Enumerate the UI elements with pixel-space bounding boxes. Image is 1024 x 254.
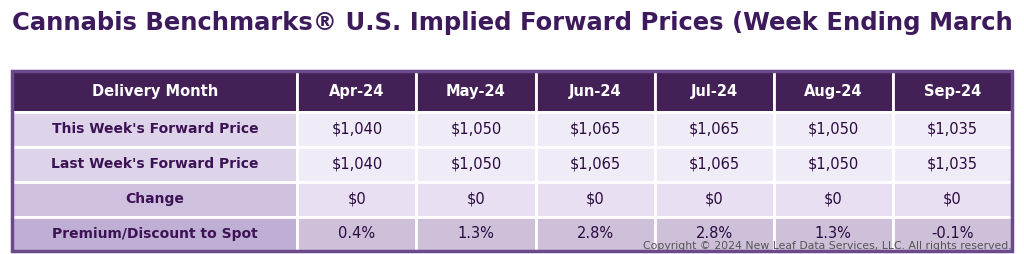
Text: $0: $0	[467, 192, 485, 207]
Text: $0: $0	[823, 192, 843, 207]
Bar	[536, 216, 654, 251]
Bar	[773, 147, 893, 182]
Text: Cannabis Benchmarks® U.S. Implied Forward Prices (Week Ending March 15, 2024): Cannabis Benchmarks® U.S. Implied Forwar…	[12, 11, 1024, 35]
Bar	[12, 216, 297, 251]
Bar	[654, 112, 773, 147]
Text: $1,035: $1,035	[927, 122, 978, 137]
Bar	[417, 71, 536, 112]
Text: $1,050: $1,050	[451, 157, 502, 172]
Bar	[12, 147, 297, 182]
Bar	[297, 182, 417, 216]
Bar	[536, 147, 654, 182]
Bar	[297, 112, 417, 147]
Bar	[654, 147, 773, 182]
Bar	[773, 112, 893, 147]
Text: Delivery Month: Delivery Month	[92, 84, 218, 99]
Text: This Week's Forward Price: This Week's Forward Price	[51, 122, 258, 136]
Text: Premium/Discount to Spot: Premium/Discount to Spot	[52, 227, 258, 241]
Text: Jun-24: Jun-24	[568, 84, 622, 99]
Bar	[417, 112, 536, 147]
Text: $1,050: $1,050	[451, 122, 502, 137]
Text: $1,065: $1,065	[688, 122, 739, 137]
Text: Jul-24: Jul-24	[690, 84, 737, 99]
Bar	[654, 71, 773, 112]
Text: $1,050: $1,050	[808, 157, 859, 172]
Text: 2.8%: 2.8%	[695, 227, 732, 242]
Bar	[773, 216, 893, 251]
Bar	[297, 71, 417, 112]
Text: Sep-24: Sep-24	[924, 84, 981, 99]
Text: $1,065: $1,065	[569, 157, 621, 172]
Bar	[12, 182, 297, 216]
Bar	[893, 147, 1012, 182]
Bar	[536, 182, 654, 216]
Text: $1,050: $1,050	[808, 122, 859, 137]
Bar	[12, 71, 297, 112]
Text: Aug-24: Aug-24	[804, 84, 862, 99]
Bar	[893, 182, 1012, 216]
Bar	[297, 216, 417, 251]
Bar	[893, 216, 1012, 251]
Bar	[417, 182, 536, 216]
Text: -0.1%: -0.1%	[931, 227, 974, 242]
Text: 1.3%: 1.3%	[458, 227, 495, 242]
Text: Copyright © 2024 New Leaf Data Services, LLC. All rights reserved.: Copyright © 2024 New Leaf Data Services,…	[643, 242, 1012, 251]
Text: $1,065: $1,065	[569, 122, 621, 137]
Bar	[893, 71, 1012, 112]
Bar	[417, 147, 536, 182]
Bar	[12, 71, 1012, 251]
Text: Change: Change	[125, 192, 184, 206]
Text: 1.3%: 1.3%	[815, 227, 852, 242]
Text: $0: $0	[943, 192, 962, 207]
Text: $0: $0	[586, 192, 604, 207]
Text: May-24: May-24	[446, 84, 506, 99]
Bar	[536, 71, 654, 112]
Text: 2.8%: 2.8%	[577, 227, 613, 242]
Bar	[773, 71, 893, 112]
Bar	[12, 112, 297, 147]
Bar	[654, 216, 773, 251]
Bar	[654, 182, 773, 216]
Text: $0: $0	[347, 192, 367, 207]
Bar	[893, 112, 1012, 147]
Text: Apr-24: Apr-24	[330, 84, 385, 99]
Text: $1,035: $1,035	[927, 157, 978, 172]
Text: $1,040: $1,040	[332, 122, 383, 137]
Text: $1,040: $1,040	[332, 157, 383, 172]
Bar	[773, 182, 893, 216]
Text: $0: $0	[705, 192, 724, 207]
Text: Last Week's Forward Price: Last Week's Forward Price	[51, 157, 259, 171]
Bar	[297, 147, 417, 182]
Text: $1,065: $1,065	[688, 157, 739, 172]
Text: 0.4%: 0.4%	[338, 227, 376, 242]
Bar	[417, 216, 536, 251]
Bar	[536, 112, 654, 147]
